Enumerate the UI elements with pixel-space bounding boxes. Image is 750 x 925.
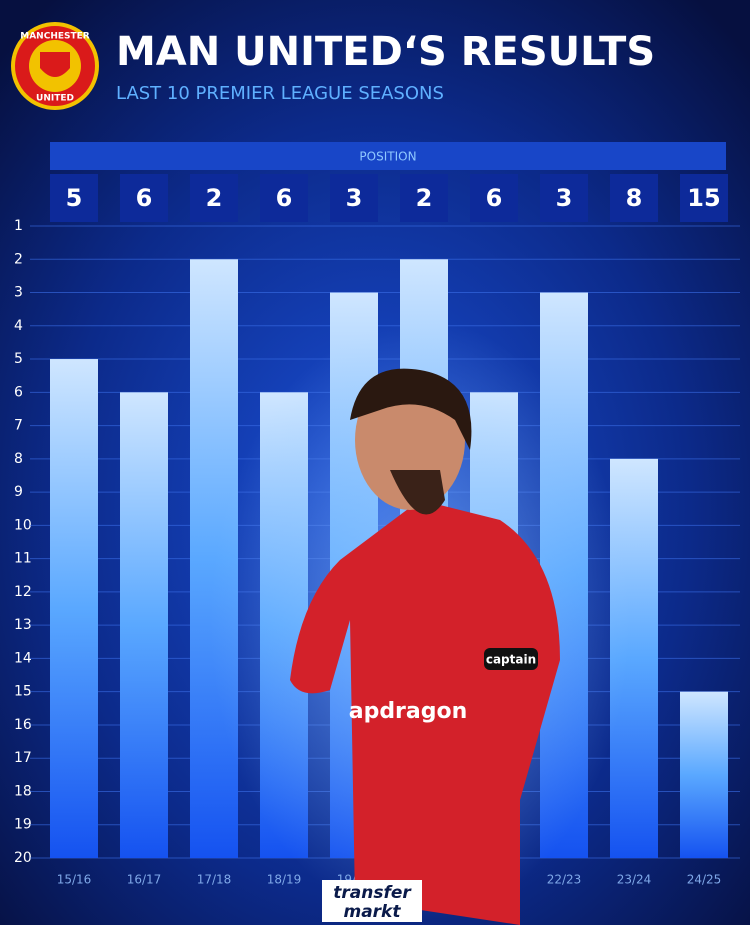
position-box (400, 174, 448, 222)
y-tick-label: 16 (14, 717, 32, 733)
header-label: POSITION (359, 150, 416, 164)
value-label: 6 (276, 184, 293, 212)
club-crest: MANCHESTER UNITED (11, 22, 99, 110)
crest-bottom: UNITED (36, 94, 74, 104)
x-tick-label: 18/19 (267, 873, 302, 887)
y-tick-label: 3 (14, 285, 23, 301)
value-label: 6 (486, 184, 503, 212)
y-tick-label: 2 (14, 251, 23, 267)
y-tick-label: 12 (14, 584, 32, 600)
y-tick-label: 7 (14, 418, 23, 434)
value-label: 5 (66, 184, 83, 212)
chart-subtitle: LAST 10 PREMIER LEAGUE SEASONS (116, 83, 444, 104)
y-tick-label: 15 (14, 684, 32, 700)
x-tick-label: 16/17 (127, 873, 162, 887)
value-label: 8 (626, 184, 643, 212)
value-label: 15 (687, 184, 720, 212)
x-tick-label: 17/18 (197, 873, 232, 887)
y-tick-label: 9 (14, 484, 23, 500)
y-tick-label: 5 (14, 351, 23, 367)
position-box (610, 174, 658, 222)
position-box (50, 174, 98, 222)
y-tick-label: 13 (14, 617, 32, 633)
brand-logo: transfer markt (322, 880, 422, 922)
player-photo: captain apdragon (210, 320, 630, 925)
value-label: 6 (136, 184, 153, 212)
x-tick-label: 15/16 (57, 873, 92, 887)
value-label: 3 (556, 184, 573, 212)
y-tick-label: 6 (14, 384, 23, 400)
armband-text: captain (486, 653, 536, 667)
chart-title: MAN UNITED‘S RESULTS (116, 29, 655, 75)
x-tick-label: 24/25 (687, 873, 722, 887)
y-tick-label: 18 (14, 783, 32, 799)
value-label: 2 (416, 184, 433, 212)
x-tick-label: 23/24 (617, 873, 652, 887)
position-box (330, 174, 378, 222)
y-tick-label: 14 (14, 650, 32, 666)
bar (680, 691, 728, 858)
position-box (540, 174, 588, 222)
y-tick-label: 19 (14, 817, 32, 833)
header-band (50, 142, 726, 170)
value-label: 3 (346, 184, 363, 212)
y-tick-label: 17 (14, 750, 32, 766)
y-tick-label: 10 (14, 517, 32, 533)
bar (50, 359, 98, 858)
position-box (120, 174, 168, 222)
bar (120, 392, 168, 858)
y-tick-label: 1 (14, 218, 23, 234)
position-box (680, 174, 728, 222)
sponsor-text: apdragon (349, 699, 468, 724)
y-tick-label: 11 (14, 551, 32, 567)
y-tick-label: 8 (14, 451, 23, 467)
position-box (190, 174, 238, 222)
crest-top: MANCHESTER (20, 32, 90, 42)
position-box (470, 174, 518, 222)
brand-line1: transfer (333, 883, 412, 903)
value-label: 2 (206, 184, 223, 212)
x-tick-label: 22/23 (547, 873, 582, 887)
brand-line2: markt (343, 902, 401, 922)
position-box (260, 174, 308, 222)
y-tick-label: 4 (14, 318, 23, 334)
y-tick-label: 20 (14, 850, 32, 866)
